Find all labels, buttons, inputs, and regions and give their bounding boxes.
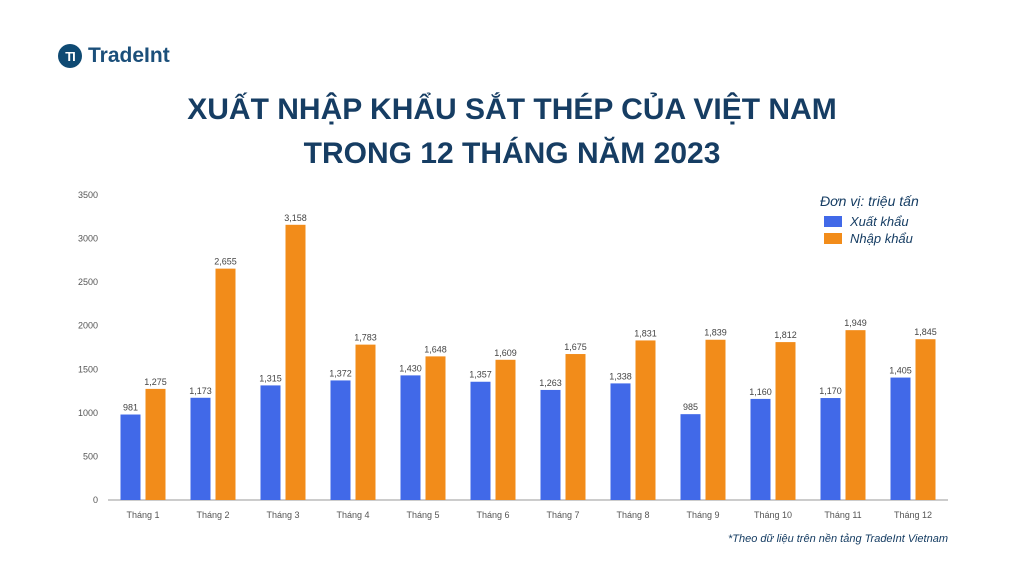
data-label-import: 1,275 [144, 377, 167, 387]
chart-title: XUẤT NHẬP KHẨU SẮT THÉP CỦA VIỆT NAM TRO… [0, 88, 1024, 176]
bar-import [565, 354, 586, 500]
data-label-import: 1,675 [564, 342, 587, 352]
title-line-2: TRONG 12 THÁNG NĂM 2023 [303, 137, 721, 170]
y-tick-label: 1500 [78, 364, 98, 374]
data-label-export: 1,170 [819, 386, 842, 396]
logo: TI TradeInt [58, 44, 170, 68]
bar-export [330, 380, 351, 500]
data-label-import: 1,648 [424, 344, 447, 354]
y-tick-label: 500 [83, 451, 98, 461]
x-tick-label: Tháng 4 [336, 510, 369, 520]
y-tick-label: 2000 [78, 321, 98, 331]
x-tick-label: Tháng 9 [686, 510, 719, 520]
legend-item-import: Nhập khẩu [824, 230, 919, 247]
legend-swatch-export [824, 216, 842, 227]
data-label-export: 1,160 [749, 387, 772, 397]
bar-import [635, 340, 656, 500]
data-label-export: 985 [683, 402, 698, 412]
data-label-export: 1,263 [539, 378, 562, 388]
legend: Đơn vị: triệu tấn Xuất khẩu Nhập khẩu [820, 193, 919, 247]
bar-export [470, 381, 491, 500]
x-tick-label: Tháng 3 [266, 510, 299, 520]
bar-import [355, 344, 376, 500]
x-tick-label: Tháng 11 [824, 510, 861, 520]
x-tick-label: Tháng 12 [894, 510, 932, 520]
data-label-export: 1,357 [469, 370, 492, 380]
bar-export [890, 377, 911, 500]
legend-item-export: Xuất khẩu [824, 213, 919, 230]
bar-export [610, 383, 631, 500]
bar-export [260, 385, 281, 500]
logo-text: TradeInt [88, 44, 170, 67]
x-tick-label: Tháng 6 [476, 510, 509, 520]
y-tick-label: 0 [93, 495, 98, 505]
legend-label-import: Nhập khẩu [850, 231, 913, 246]
bar-import [495, 359, 516, 500]
x-tick-label: Tháng 5 [406, 510, 439, 520]
bar-export [680, 414, 701, 500]
bar-import [145, 388, 166, 500]
data-label-export: 1,372 [329, 368, 352, 378]
bar-import [215, 268, 236, 500]
bar-export [820, 398, 841, 500]
bar-import [705, 339, 726, 500]
legend-swatch-import [824, 233, 842, 244]
legend-unit: Đơn vị: triệu tấn [820, 193, 919, 209]
data-label-import: 1,949 [844, 318, 867, 328]
bar-export [190, 397, 211, 500]
bar-export [120, 414, 141, 500]
footnote: *Theo dữ liệu trên nền tảng TradeInt Vie… [728, 533, 948, 545]
data-label-export: 1,430 [399, 363, 422, 373]
bar-export [540, 389, 561, 500]
bar-import [425, 356, 446, 500]
bar-import [775, 342, 796, 500]
data-label-import: 1,783 [354, 333, 377, 343]
x-tick-label: Tháng 8 [616, 510, 649, 520]
bar-import [845, 330, 866, 500]
data-label-export: 1,405 [889, 366, 912, 376]
data-label-export: 1,338 [609, 371, 632, 381]
bar-export [750, 398, 771, 500]
data-label-export: 981 [123, 403, 138, 413]
x-tick-label: Tháng 7 [546, 510, 579, 520]
y-tick-label: 1000 [78, 408, 98, 418]
y-tick-label: 3500 [78, 190, 98, 200]
data-label-import: 3,158 [284, 213, 307, 223]
tradeint-logo-icon: TI [58, 44, 82, 68]
data-label-export: 1,173 [189, 386, 212, 396]
x-tick-label: Tháng 2 [196, 510, 229, 520]
data-label-import: 1,845 [914, 327, 937, 337]
data-label-import: 1,812 [774, 330, 797, 340]
data-label-import: 2,655 [214, 257, 237, 267]
y-tick-label: 2500 [78, 277, 98, 287]
data-label-export: 1,315 [259, 373, 282, 383]
data-label-import: 1,831 [634, 328, 657, 338]
bar-import [285, 224, 306, 500]
x-tick-label: Tháng 10 [754, 510, 792, 520]
data-label-import: 1,609 [494, 348, 517, 358]
title-line-1: XUẤT NHẬP KHẨU SẮT THÉP CỦA VIỆT NAM [187, 93, 837, 126]
bar-export [400, 375, 421, 500]
x-tick-label: Tháng 1 [126, 510, 159, 520]
bar-import [915, 339, 936, 500]
legend-label-export: Xuất khẩu [850, 214, 909, 229]
y-tick-label: 3000 [78, 234, 98, 244]
data-label-import: 1,839 [704, 328, 727, 338]
